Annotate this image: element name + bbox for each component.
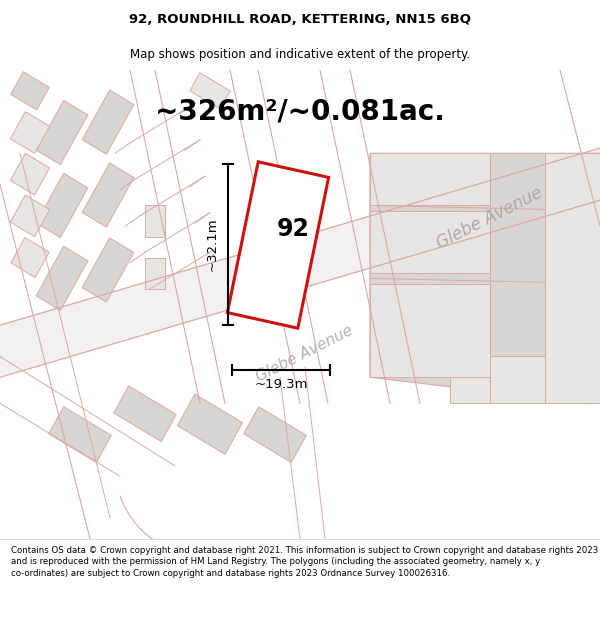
Text: 92, ROUNDHILL ROAD, KETTERING, NN15 6BQ: 92, ROUNDHILL ROAD, KETTERING, NN15 6BQ (129, 13, 471, 26)
Polygon shape (82, 238, 134, 302)
Polygon shape (370, 153, 600, 403)
Polygon shape (10, 153, 50, 195)
Text: Glebe Avenue: Glebe Avenue (254, 322, 356, 384)
Polygon shape (227, 162, 329, 328)
Polygon shape (145, 258, 165, 289)
Text: Glebe Avenue: Glebe Avenue (434, 184, 546, 253)
Polygon shape (178, 394, 242, 454)
Polygon shape (370, 153, 490, 206)
Text: ~326m²/~0.081ac.: ~326m²/~0.081ac. (155, 98, 445, 126)
Text: ~19.3m: ~19.3m (254, 378, 308, 391)
Polygon shape (370, 211, 490, 273)
Polygon shape (190, 72, 230, 109)
Text: 92: 92 (277, 217, 310, 241)
Polygon shape (11, 72, 49, 110)
Polygon shape (36, 173, 88, 238)
Polygon shape (49, 407, 112, 462)
Polygon shape (0, 148, 600, 378)
Polygon shape (82, 90, 134, 154)
Polygon shape (36, 101, 88, 164)
Polygon shape (10, 195, 50, 237)
Polygon shape (10, 112, 50, 153)
Polygon shape (36, 246, 88, 311)
Polygon shape (11, 238, 49, 278)
Text: Map shows position and indicative extent of the property.: Map shows position and indicative extent… (130, 48, 470, 61)
Polygon shape (82, 163, 134, 227)
Polygon shape (370, 284, 490, 378)
Polygon shape (244, 407, 307, 462)
Polygon shape (450, 367, 490, 403)
Text: ~32.1m: ~32.1m (206, 217, 219, 271)
Polygon shape (490, 356, 545, 403)
Polygon shape (113, 386, 176, 442)
Polygon shape (545, 153, 600, 403)
Text: Contains OS data © Crown copyright and database right 2021. This information is : Contains OS data © Crown copyright and d… (11, 546, 598, 578)
Polygon shape (145, 206, 165, 237)
